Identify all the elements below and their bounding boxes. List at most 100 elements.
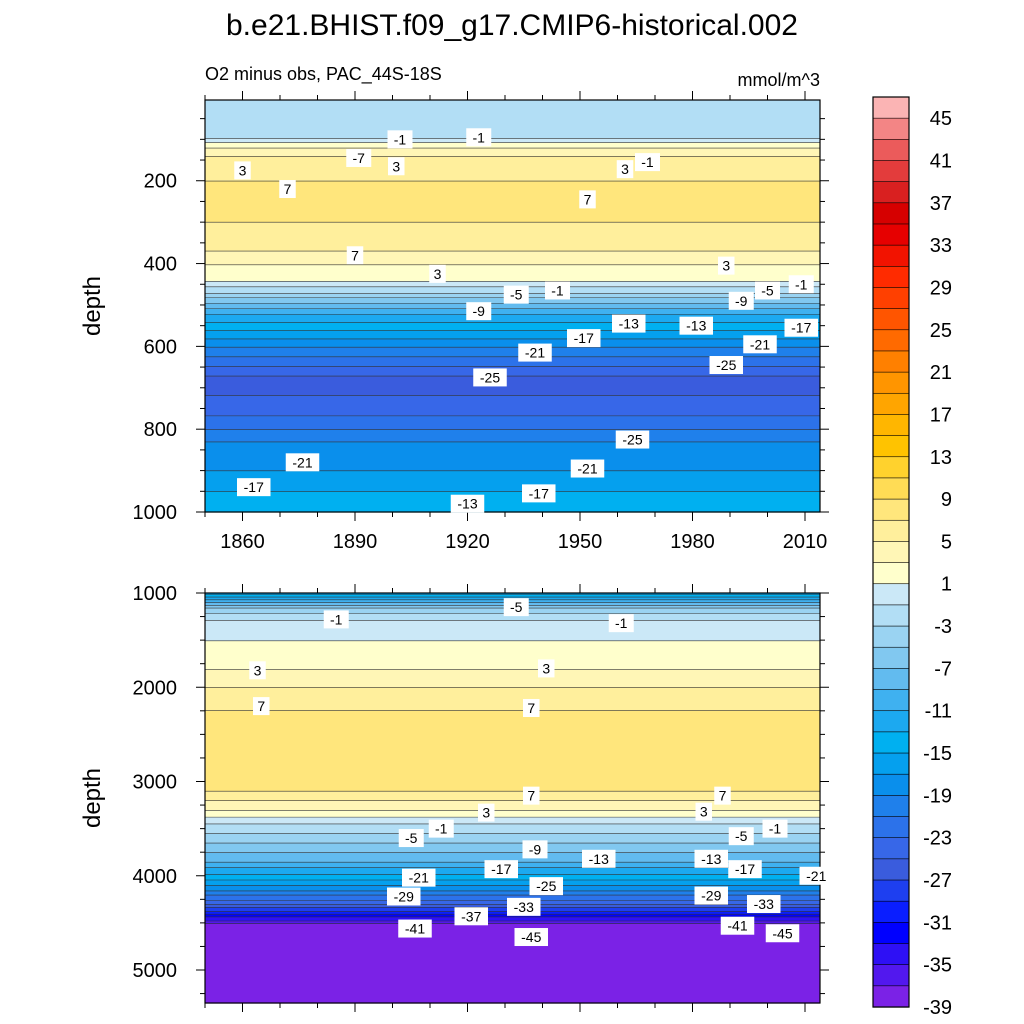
colorbar-swatch bbox=[872, 689, 910, 712]
y-tick-label: 800 bbox=[144, 419, 177, 441]
contour-band bbox=[205, 823, 820, 835]
y-tick-label: 4000 bbox=[133, 866, 178, 888]
colorbar-label: -31 bbox=[923, 912, 952, 934]
contour-band bbox=[205, 810, 820, 818]
contour-band bbox=[205, 852, 820, 863]
contour-label-box bbox=[545, 281, 570, 300]
contour-label: 7 bbox=[584, 191, 592, 207]
x-tick-label: 1860 bbox=[220, 531, 265, 553]
contour-label: -13 bbox=[619, 316, 639, 332]
colorbar-swatch bbox=[872, 477, 910, 500]
contour-label: -25 bbox=[480, 369, 500, 385]
y-tick-label: 5000 bbox=[133, 960, 178, 982]
contour-label-box bbox=[522, 484, 556, 503]
contour-label: -33 bbox=[514, 899, 534, 915]
colorbar-swatch bbox=[872, 795, 910, 818]
colorbar-swatch bbox=[872, 350, 910, 373]
contour-label-box bbox=[387, 887, 421, 906]
contour-label-box bbox=[523, 786, 540, 805]
colorbar-frame bbox=[872, 96, 910, 1008]
contour-label: -45 bbox=[772, 925, 792, 941]
contour-label: -1 bbox=[473, 129, 486, 145]
contour-band bbox=[205, 800, 820, 811]
contour-band bbox=[205, 303, 820, 310]
contour-label-box bbox=[466, 128, 492, 147]
contour-label: -7 bbox=[353, 150, 366, 166]
colorbar-swatch bbox=[872, 985, 910, 1008]
contour-band bbox=[205, 429, 820, 443]
colorbar-swatch bbox=[872, 583, 910, 606]
top-y-axis-label: depth bbox=[79, 276, 106, 336]
contour-band bbox=[205, 142, 820, 149]
contour-band bbox=[205, 366, 820, 377]
colorbar: 45 41 37 33 29 25 21 17 13 9 5 1 -3 -7 -11 -15 -19 -23 -27… bbox=[872, 96, 952, 1019]
colorbar-swatch bbox=[872, 900, 910, 923]
colorbar-swatch bbox=[872, 625, 910, 648]
contour-band bbox=[205, 669, 820, 688]
contour-label-box bbox=[522, 840, 548, 859]
contour-band bbox=[205, 923, 820, 1004]
colorbar-swatch bbox=[872, 710, 910, 733]
contour-band bbox=[205, 356, 820, 368]
top-panel-units: mmol/m^3 bbox=[738, 70, 820, 90]
colorbar-swatch bbox=[872, 943, 910, 966]
contour-label-box bbox=[615, 430, 650, 449]
contour-label: -1 bbox=[795, 276, 808, 292]
contour-label-box bbox=[616, 160, 634, 179]
colorbar-label: 17 bbox=[930, 404, 952, 426]
y-tick-label: 600 bbox=[144, 336, 177, 358]
contour-label-box bbox=[538, 659, 555, 678]
contour-band bbox=[205, 264, 820, 282]
contour-band bbox=[205, 281, 820, 288]
colorbar-label: -15 bbox=[923, 743, 952, 765]
contour-label: -1 bbox=[615, 615, 628, 631]
colorbar-label: 29 bbox=[930, 277, 952, 299]
colorbar-swatch bbox=[872, 879, 910, 902]
colorbar-label: 21 bbox=[930, 362, 952, 384]
contour-band bbox=[205, 415, 820, 431]
bottom-y-axis-label: depth bbox=[79, 768, 106, 828]
contour-band bbox=[205, 593, 820, 595]
contour-label-box bbox=[679, 316, 713, 335]
contour-band bbox=[205, 791, 820, 802]
colorbar-label: -39 bbox=[923, 997, 952, 1019]
contour-label-box bbox=[765, 924, 800, 943]
colorbar-swatch bbox=[872, 117, 910, 140]
contour-band bbox=[205, 330, 820, 340]
contour-label: 3 bbox=[239, 162, 247, 178]
contour-label: -33 bbox=[754, 896, 774, 912]
x-tick-label: 1890 bbox=[333, 531, 378, 553]
contour-label-box bbox=[478, 803, 495, 822]
contour-band bbox=[205, 613, 820, 621]
contour-label-box bbox=[346, 246, 364, 265]
contour-band bbox=[205, 491, 820, 513]
contour-band bbox=[205, 921, 820, 925]
colorbar-label: 25 bbox=[930, 320, 952, 342]
contour-band bbox=[205, 890, 820, 896]
colorbar-swatch bbox=[872, 202, 910, 225]
contour-label-box bbox=[454, 907, 488, 926]
contour-band bbox=[205, 322, 820, 332]
contour-label: 3 bbox=[542, 660, 550, 676]
contour-label: -17 bbox=[735, 861, 755, 877]
colorbar-label: 1 bbox=[941, 574, 952, 596]
contour-label-box bbox=[237, 478, 271, 497]
contour-label-box bbox=[635, 153, 660, 172]
contour-label-box bbox=[695, 802, 712, 821]
contour-label: -1 bbox=[435, 821, 448, 837]
y-tick-label: 1000 bbox=[133, 583, 178, 605]
contour-band bbox=[205, 376, 820, 396]
colorbar-label: -11 bbox=[925, 701, 952, 723]
colorbar-label: 37 bbox=[930, 193, 952, 215]
colorbar-swatch bbox=[872, 181, 910, 204]
contour-band bbox=[205, 395, 820, 417]
contour-label-box bbox=[234, 161, 251, 180]
contour-label-box bbox=[788, 275, 814, 294]
contour-band bbox=[205, 880, 820, 887]
contour-label-box bbox=[398, 829, 424, 848]
contour-label: -17 bbox=[791, 320, 811, 336]
y-tick-label: 1000 bbox=[133, 502, 178, 524]
colorbar-swatch bbox=[872, 223, 910, 246]
contour-label-box bbox=[762, 819, 788, 838]
contour-band bbox=[205, 156, 820, 182]
